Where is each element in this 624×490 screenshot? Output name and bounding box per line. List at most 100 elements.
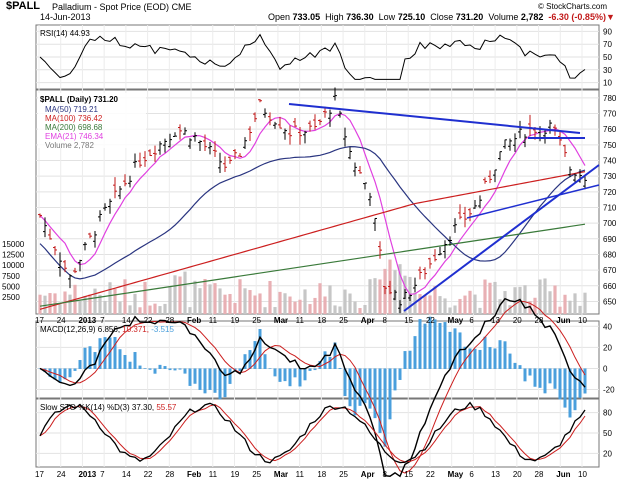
volume-bar: [458, 298, 462, 314]
y-tick-label: 760: [603, 125, 617, 134]
x-tick-label: 2013: [78, 470, 96, 479]
macd-histogram-bar: [128, 361, 132, 369]
macd-histogram-bar: [408, 350, 412, 369]
volume-bar: [483, 279, 487, 314]
macd-histogram-bar: [163, 366, 167, 369]
macd-histogram-bar: [173, 368, 177, 371]
x-tick-label: 2013: [78, 316, 96, 325]
x-tick-label: 8: [383, 470, 388, 479]
volume-bar: [323, 296, 327, 314]
trendline-lower: [403, 164, 600, 312]
macd-histogram-bar: [443, 322, 447, 369]
y-tick-label: 670: [603, 266, 617, 275]
macd-histogram-bar: [343, 368, 347, 397]
x-tick-label: 22: [426, 316, 435, 325]
macd-histogram-bar: [398, 368, 402, 380]
volume-bar: [578, 305, 582, 314]
x-tick-label: 13: [491, 316, 500, 325]
y-tick-label: 780: [603, 94, 617, 103]
volume-bar: [68, 294, 72, 314]
macd-histogram-bar: [78, 360, 82, 369]
volume-bar: [508, 305, 512, 314]
macd-histogram-bar: [148, 368, 152, 370]
macd-histogram-bar: [193, 368, 197, 384]
y-tick-label: 650: [603, 297, 617, 306]
volume-bar: [233, 302, 237, 314]
exchange: CME: [171, 2, 192, 12]
volume-bar: [478, 307, 482, 314]
macd-histogram-bar: [353, 368, 357, 416]
sto-legend-text: Slow STO %K(14) %D(3) 37.30,: [40, 403, 154, 412]
volume-bar: [158, 306, 162, 314]
volume-bar: [278, 291, 282, 314]
x-tick-label: May: [448, 316, 464, 325]
x-tick-label: 17: [35, 316, 44, 325]
volume-bar: [343, 289, 347, 314]
volume-bar: [163, 303, 167, 314]
macd-signal-line: [39, 300, 586, 474]
volume-bar: [303, 289, 307, 314]
x-tick-label: 19: [230, 316, 239, 325]
macd-histogram-bar: [583, 368, 587, 394]
volume-bar: [263, 307, 267, 314]
macd-histogram-bar: [518, 365, 522, 369]
macd-histogram-bar: [543, 368, 547, 394]
volume-bar: [423, 295, 427, 314]
volume-bar: [513, 287, 517, 314]
volume-bar: [108, 282, 112, 314]
x-tick-label: 24: [57, 316, 66, 325]
macd-histogram-bar: [203, 368, 207, 394]
trendline-channel: [466, 184, 600, 219]
macd-histogram-bar: [378, 368, 382, 434]
x-tick-label: 14: [122, 316, 131, 325]
volume-bar: [373, 278, 377, 314]
volume-bar: [148, 305, 152, 314]
x-tick-label: 11: [296, 316, 305, 325]
volume-bar: [313, 297, 317, 314]
macd-histogram-bar: [263, 354, 267, 369]
volume-bar: [153, 303, 157, 314]
macd-histogram-bar: [488, 347, 492, 369]
y-tick-label: 680: [603, 250, 617, 259]
y-tick-label: 80: [603, 409, 612, 418]
volume-bar: [348, 293, 352, 314]
macd-hist-legend: -3.515: [151, 325, 174, 334]
volume-bar: [468, 290, 472, 314]
macd-histogram-bar: [563, 368, 567, 408]
volume-bar: [143, 281, 147, 314]
macd-histogram-bar: [63, 368, 67, 380]
macd-panel: [35, 320, 600, 399]
macd-histogram-bar: [228, 368, 232, 384]
volume-tick-label: 5000: [2, 282, 20, 291]
volume-bar: [573, 293, 577, 314]
macd-histogram-bar: [413, 336, 417, 369]
volume-bar: [318, 283, 322, 314]
macd-histogram-bar: [118, 349, 122, 369]
volume-bar: [563, 294, 567, 314]
y-tick-label: -20: [603, 386, 615, 395]
macd-histogram-bar: [433, 319, 437, 369]
volume-bar: [93, 288, 97, 314]
ma50-line: [39, 146, 586, 280]
macd-histogram-bar: [68, 368, 72, 378]
macd-histogram-bar: [428, 316, 432, 369]
ma200-line: [39, 223, 586, 307]
x-tick-label: 7: [100, 316, 105, 325]
macd-histogram-bar: [508, 353, 512, 369]
volume-bar: [583, 292, 587, 314]
x-tick-label: 28: [535, 316, 544, 325]
volume-bar: [273, 307, 277, 314]
volume-bar: [133, 293, 137, 314]
volume-bar: [138, 307, 142, 314]
macd-histogram-bar: [103, 337, 107, 369]
volume-bar: [178, 276, 182, 314]
volume-bar: [123, 279, 127, 314]
macd-histogram-bar: [578, 368, 582, 398]
x-tick-label: 28: [165, 316, 174, 325]
volume-bar: [78, 300, 82, 314]
macd-histogram-bar: [503, 341, 507, 369]
macd-histogram-bar: [568, 368, 572, 418]
macd-histogram-bar: [388, 368, 392, 420]
macd-line: [39, 297, 586, 478]
volume-bar: [538, 279, 542, 314]
